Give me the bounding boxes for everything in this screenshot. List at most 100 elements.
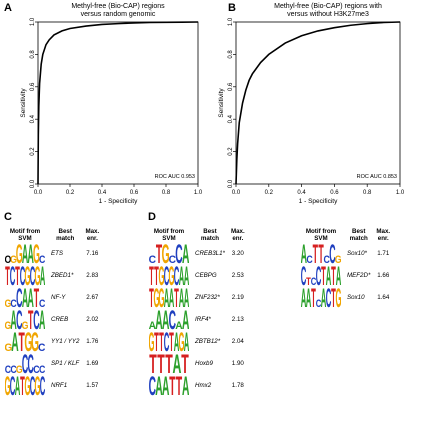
best-match-cell: YY1 / YY2 (51, 337, 80, 345)
logo-letter: G (35, 374, 41, 396)
logo-letter: O (5, 254, 11, 264)
header-motif: Motif from SVM (9, 228, 41, 242)
best-match-cell: SP1 / KLF (51, 359, 80, 367)
y-axis-label: Sensitivity (218, 88, 225, 118)
best-match-cell: CREB3L1* (195, 249, 225, 257)
logo-letter: A (11, 330, 18, 352)
y-tick-label: 1.0 (228, 17, 234, 26)
logo-letter: A (164, 286, 170, 308)
table-row: C T C C T A T A MEF2D* 1.66 (298, 264, 393, 286)
best-match-cell: NF-Y (51, 293, 66, 301)
logo-letter: A (182, 374, 189, 396)
best-match-cell: Hmx2 (195, 381, 212, 389)
logo-letter: G (149, 330, 154, 352)
x-tick-label: 0.6 (330, 190, 339, 196)
logo-letter: G (25, 374, 31, 396)
logo-letter: T (5, 264, 10, 286)
roc-chart-a: 0.0 0.2 0.4 0.6 0.8 1.0 0.0 0.2 0.4 0.6 0.8 1.0 1 - … (20, 17, 203, 205)
logo-letter: C (16, 286, 22, 308)
logo-letter: A (155, 308, 162, 330)
header-best-match: Best match (56, 228, 75, 242)
logo-letter: T (149, 286, 154, 308)
logo-letter: C (311, 276, 317, 286)
best-match-cell: CEBPG (195, 271, 217, 279)
logo-letter: C (329, 242, 335, 264)
logo-letter: T (157, 352, 165, 374)
panel-letter-c: C (4, 211, 12, 223)
max-enr-cell: 1.69 (86, 359, 99, 367)
logo-letter: A (173, 352, 182, 374)
logo-letter: A (184, 264, 189, 286)
logo-letter: T (149, 264, 154, 286)
header-motif: Motif from SVM (305, 228, 337, 242)
roc-chart-b: 0.0 0.2 0.4 0.6 0.8 1.0 0.0 0.2 0.4 0.6 0.8 1.0 1 - … (218, 17, 405, 205)
panel-b-title: Methyl-free (Bio-CAP) regions with versus… (274, 3, 382, 18)
roc-curve (37, 21, 199, 185)
logo-letter: G (5, 320, 11, 330)
logo-letter: T (28, 308, 33, 330)
max-enr-cell: 2.02 (86, 315, 99, 323)
table-row: G A C G T C A CREB 2.02 (2, 308, 102, 330)
logo-letter: G (169, 264, 175, 286)
y-tick-label: 0.2 (228, 147, 234, 156)
logo-letter: C (16, 308, 22, 330)
logo-letter: G (22, 320, 29, 330)
max-enr-cell: 1.57 (86, 381, 99, 389)
roc-charts: 0.0 0.2 0.4 0.6 0.8 1.0 0.0 0.2 0.4 0.6 0.8 1.0 1 - … (20, 17, 405, 205)
logo-letter: A (306, 286, 312, 308)
logo-letter: G (33, 242, 40, 264)
logo-letter: G (5, 342, 12, 352)
logo-letter: C (39, 364, 45, 374)
logo-letter: T (174, 286, 179, 308)
table-row: G C A T G C G C NRF1 1.57 (2, 374, 102, 396)
max-enr-cell: 2.04 (231, 337, 244, 345)
table-d1-header: Motif from SVM Best match Max. enr. (146, 228, 248, 242)
logo-letter: A (175, 320, 183, 330)
best-match-cell: ZBTB12* (195, 337, 221, 345)
logo-letter: T (154, 264, 159, 286)
logo-letter: T (15, 264, 20, 286)
x-tick-label: 1.0 (194, 190, 203, 196)
auc-annotation: ROC AUC 0.953 (155, 174, 195, 180)
x-tick-label: 0.4 (98, 190, 107, 196)
header-motif: Motif from SVM (153, 228, 185, 242)
logo-letter: A (179, 264, 185, 286)
max-enr-cell: 1.76 (86, 337, 99, 345)
logo-letter: T (311, 286, 316, 308)
logo-letter: C (10, 374, 16, 396)
logo-letter: G (16, 242, 23, 264)
logo-letter: C (149, 254, 156, 264)
table-row: A C T T C C G Sox10* 1.71 (298, 242, 393, 264)
max-enr-cell: 2.67 (86, 293, 99, 301)
table-row: C C G C C C C SP1 / KLF 1.69 (2, 352, 102, 374)
logo-letter: A (39, 308, 45, 330)
y-tick-label: 0.6 (228, 82, 234, 91)
logo-letter: G (16, 364, 23, 374)
logo-letter: G (10, 254, 17, 264)
logo-letter: C (22, 352, 28, 374)
header-max-enr: Max. enr. (85, 228, 100, 242)
y-tick-label: 0.4 (228, 114, 234, 123)
best-match-cell: ETS (51, 249, 64, 257)
logo-letter: C (5, 364, 11, 374)
logo-letter: A (182, 242, 189, 264)
logo-letter: A (15, 374, 21, 396)
best-match-cell: ZBED1* (51, 271, 74, 279)
logo-letter: C (169, 254, 177, 264)
